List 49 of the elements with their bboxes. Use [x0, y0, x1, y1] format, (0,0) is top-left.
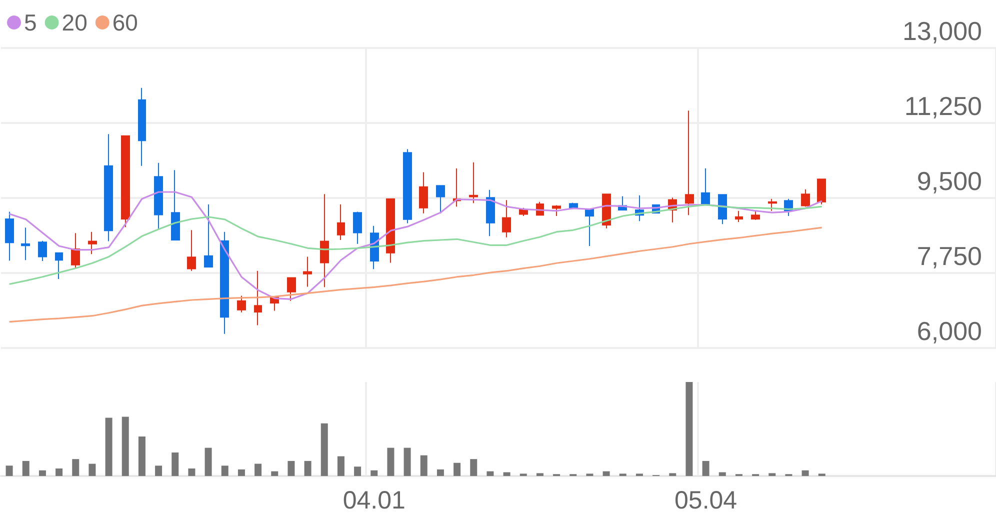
- y-tick-label: 11,250: [904, 91, 982, 121]
- bar: [404, 448, 411, 476]
- bar: [536, 473, 544, 476]
- bar: [238, 469, 245, 476]
- bar: [470, 459, 478, 476]
- bar: [172, 452, 179, 476]
- bar: [88, 464, 96, 476]
- legend-label: 5: [24, 10, 37, 36]
- bar: [320, 423, 328, 476]
- bar: [669, 473, 676, 476]
- bar: [370, 470, 378, 476]
- bar: [503, 472, 510, 476]
- bar: [702, 460, 710, 476]
- bar: [105, 418, 112, 476]
- bar: [288, 460, 295, 476]
- bar: [6, 466, 13, 476]
- y-tick-label: 7,750: [916, 241, 982, 271]
- bar: [436, 469, 444, 476]
- y-tick-label: 6,000: [916, 316, 982, 346]
- y-tick-label: 9,500: [916, 166, 982, 196]
- bar: [802, 470, 809, 476]
- x-tick-label: 05.04: [674, 486, 738, 514]
- bar: [56, 468, 63, 476]
- bar: [155, 466, 162, 476]
- bar: [686, 382, 693, 476]
- bar: [304, 460, 312, 476]
- legend-label: 60: [112, 10, 138, 36]
- bar: [204, 448, 212, 476]
- bar: [254, 464, 262, 476]
- bar: [72, 459, 80, 476]
- bar: [38, 470, 46, 476]
- bar: [718, 472, 726, 476]
- bar: [420, 455, 428, 476]
- bar: [486, 471, 494, 476]
- bar: [138, 436, 146, 476]
- bar: [188, 468, 196, 476]
- bar: [387, 448, 394, 476]
- bar: [768, 473, 776, 476]
- bar: [337, 456, 344, 476]
- bar: [122, 416, 129, 476]
- bar: [271, 471, 278, 476]
- bar: [454, 462, 461, 476]
- y-tick-label: 13,000: [902, 16, 982, 46]
- bar: [602, 471, 610, 476]
- bar: [221, 466, 228, 476]
- x-tick-label: 04.01: [342, 486, 406, 514]
- bar: [22, 460, 30, 476]
- bar: [354, 466, 362, 476]
- legend-label: 20: [62, 10, 88, 36]
